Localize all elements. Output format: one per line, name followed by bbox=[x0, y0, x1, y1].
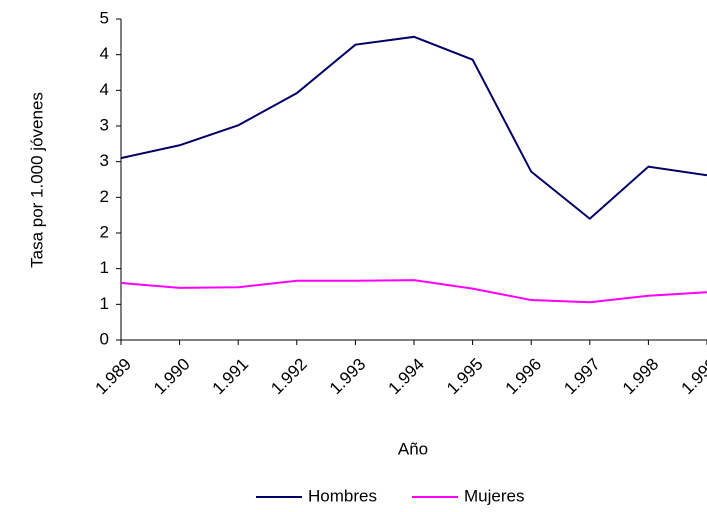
series-line bbox=[120, 279, 707, 304]
x-tick-label: 1.998 bbox=[619, 355, 663, 399]
y-tick-label: 4 bbox=[100, 80, 109, 99]
x-tick-label: 1.996 bbox=[502, 355, 546, 399]
y-axis-title: Tasa por 1.000 jóvenes bbox=[27, 92, 46, 268]
x-tick-label: 1.995 bbox=[443, 355, 487, 399]
y-tick-label: 3 bbox=[100, 151, 109, 170]
legend-label: Hombres bbox=[308, 486, 377, 505]
y-tick-label: 2 bbox=[100, 222, 109, 241]
x-tick-label: 1.997 bbox=[560, 355, 604, 399]
x-tick-label: 1.992 bbox=[267, 355, 311, 399]
y-tick-label: 0 bbox=[100, 329, 109, 348]
x-tick-label: 1.994 bbox=[384, 355, 428, 399]
y-tick-label: 1 bbox=[100, 258, 109, 277]
y-tick-label: 5 bbox=[100, 8, 109, 27]
x-tick-label: 1.989 bbox=[91, 355, 135, 399]
y-tick-label: 4 bbox=[100, 44, 109, 63]
y-tick-label: 1 bbox=[100, 294, 109, 313]
legend-label: Mujeres bbox=[464, 486, 524, 505]
x-axis-title: Año bbox=[398, 439, 428, 458]
y-tick-label: 2 bbox=[100, 187, 109, 206]
x-tick-label: 1.999 bbox=[677, 355, 707, 399]
series-line bbox=[120, 35, 707, 221]
x-tick-label: 1.990 bbox=[150, 355, 194, 399]
x-tick-label: 1.991 bbox=[209, 355, 253, 399]
x-tick-label: 1.993 bbox=[326, 355, 370, 399]
y-tick-label: 3 bbox=[100, 115, 109, 134]
